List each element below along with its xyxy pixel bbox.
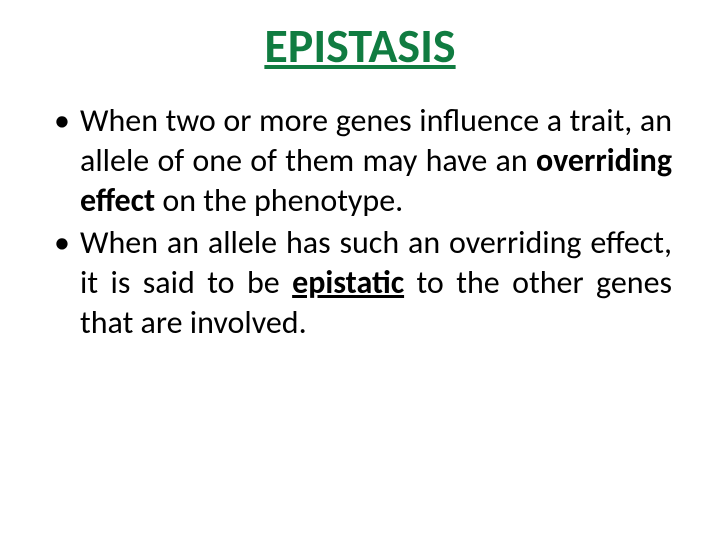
bullet-list: When two or more genes influence a trait… [48, 101, 672, 343]
bullet-text-post: on the phenotype. [155, 181, 403, 220]
bullet-text-emph: epistatic [292, 263, 404, 302]
list-item: When an allele has such an overriding ef… [48, 223, 672, 343]
slide-title: EPISTASIS [48, 20, 672, 73]
list-item: When two or more genes influence a trait… [48, 101, 672, 221]
slide: EPISTASIS When two or more genes influen… [0, 0, 720, 540]
